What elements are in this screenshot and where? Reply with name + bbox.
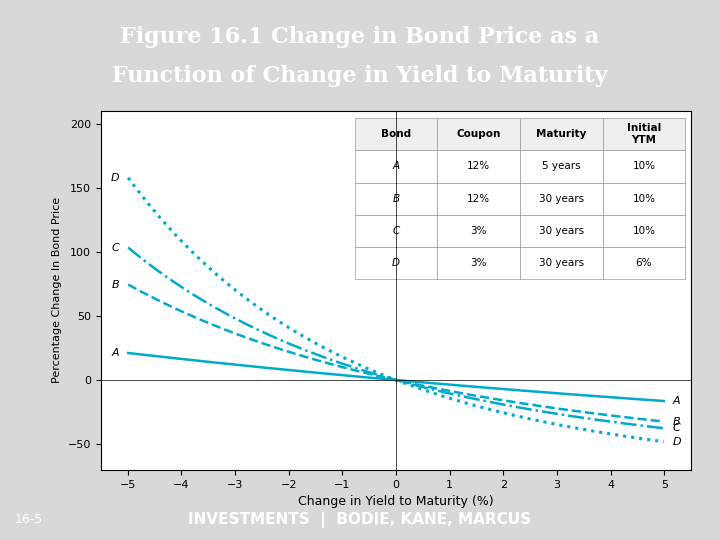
Text: C: C xyxy=(672,423,680,433)
Text: Function of Change in Yield to Maturity: Function of Change in Yield to Maturity xyxy=(112,65,608,87)
Text: INVESTMENTS  |  BODIE, KANE, MARCUS: INVESTMENTS | BODIE, KANE, MARCUS xyxy=(189,512,531,528)
Text: A: A xyxy=(672,396,680,406)
Y-axis label: Percentage Change In Bond Price: Percentage Change In Bond Price xyxy=(52,197,62,383)
Text: B: B xyxy=(112,280,120,289)
X-axis label: Change in Yield to Maturity (%): Change in Yield to Maturity (%) xyxy=(298,495,494,508)
Text: D: D xyxy=(111,173,120,183)
Text: D: D xyxy=(672,437,681,447)
Text: B: B xyxy=(672,416,680,427)
Text: 16-5: 16-5 xyxy=(14,513,42,526)
Text: C: C xyxy=(112,242,120,253)
Text: A: A xyxy=(112,348,120,358)
Text: Figure 16.1 Change in Bond Price as a: Figure 16.1 Change in Bond Price as a xyxy=(120,26,600,48)
